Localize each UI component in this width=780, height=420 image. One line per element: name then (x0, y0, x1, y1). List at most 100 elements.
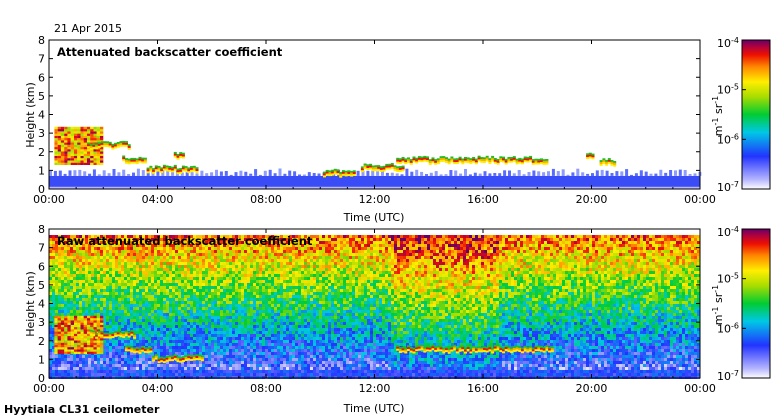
p2-noise-cell (274, 364, 277, 367)
p2-noise-cell (52, 367, 55, 370)
p2-noise-cell (52, 313, 55, 316)
p2-noise-cell (187, 280, 190, 283)
p2-noise-cell (184, 337, 187, 340)
p2-noise-cell (256, 247, 259, 250)
p2-noise-cell (223, 331, 226, 334)
p2-noise-cell (211, 244, 214, 247)
p2-noise-cell (142, 250, 145, 253)
p2-noise-cell (142, 319, 145, 322)
p2-noise-cell (220, 277, 223, 280)
p2-noise-cell (232, 238, 235, 241)
p2-noise-cell (88, 370, 91, 373)
p2-noise-cell (49, 304, 52, 307)
p2-noise-cell (199, 289, 202, 292)
p2-noise-cell (61, 265, 64, 268)
p2-noise-cell (283, 292, 286, 295)
p2-noise-cell (211, 274, 214, 277)
p2-noise-cell (187, 292, 190, 295)
p2-noise-cell (205, 343, 208, 346)
p2-noise-cell (73, 286, 76, 289)
p2-noise-cell (265, 244, 268, 247)
p1-low-cloud-cell (64, 129, 68, 132)
p2-noise-cell (133, 247, 136, 250)
p2-noise-cell (115, 337, 118, 340)
p2-noise-cell (100, 256, 103, 259)
p1-cloud-edge (382, 169, 386, 172)
p2-noise-cell (262, 286, 265, 289)
p2-noise-cell (88, 250, 91, 253)
p2-noise-cell (112, 247, 115, 250)
p1-xtick-label: 04:00 (142, 193, 174, 206)
p2-noise-cell (76, 313, 79, 316)
p2-noise-cell (73, 373, 76, 376)
p2-noise-cell (163, 334, 166, 337)
p2-noise-cell (298, 361, 301, 364)
p2-noise-cell (154, 283, 157, 286)
p2-noise-cell (202, 253, 205, 256)
p2-noise-cell (259, 265, 262, 268)
p2-noise-cell (136, 364, 139, 367)
p2-noise-cell (82, 355, 85, 358)
p2-noise-cell (289, 241, 292, 244)
p2-noise-cell (286, 331, 289, 334)
p2-noise-cell (193, 250, 196, 253)
p2-noise-cell (181, 241, 184, 244)
p1-cloud-edge (190, 166, 193, 169)
p2-noise-cell (127, 268, 130, 271)
p2-noise-cell (211, 349, 214, 352)
p2-noise-cell (67, 250, 70, 253)
p2-noise-cell (76, 274, 79, 277)
p2-noise-cell (163, 238, 166, 241)
p1-cloud-edge (160, 167, 164, 170)
p2-noise-cell (265, 274, 268, 277)
p2-noise-cell (229, 265, 232, 268)
p2-noise-cell (145, 268, 148, 271)
p2-noise-cell (91, 367, 94, 370)
p2-noise-cell (145, 235, 148, 238)
p1-cloud-edge (377, 165, 381, 168)
p1-cloud-edge (415, 161, 419, 164)
p2-noise-cell (250, 277, 253, 280)
p2-noise-cell (163, 268, 166, 271)
p2-noise-cell (49, 373, 52, 376)
p2-noise-cell (127, 265, 130, 268)
p2-noise-cell (175, 373, 178, 376)
p2-noise-cell (88, 307, 91, 310)
p1-cloud-edge (157, 165, 161, 169)
p2-noise-cell (289, 235, 292, 238)
p2-noise-cell (64, 268, 67, 271)
p2-noise-cell (115, 268, 118, 271)
p2-noise-cell (64, 292, 67, 295)
p2-noise-cell (175, 262, 178, 265)
p2-noise-cell (211, 316, 214, 319)
p2-noise-cell (55, 367, 58, 370)
p2-noise-cell (130, 271, 133, 274)
p2-noise-cell (166, 235, 169, 238)
p1-low-cloud-cell (77, 153, 81, 156)
p2-noise-cell (286, 259, 289, 262)
p2-noise-cell (151, 346, 154, 349)
p1-cloud-edge (87, 142, 90, 145)
p2-noise-cell (250, 337, 253, 340)
p2-noise-cell (214, 298, 217, 301)
p1-cloud-edge (480, 157, 484, 160)
p2-noise-cell (115, 364, 118, 367)
p2-noise-cell (76, 373, 79, 376)
p2-noise-cell (286, 319, 289, 322)
p2-noise-cell (211, 250, 214, 253)
p2-noise-cell (136, 238, 139, 241)
p2-noise-cell (217, 286, 220, 289)
p2-noise-cell (184, 334, 187, 337)
p2-noise-cell (271, 331, 274, 334)
p2-noise-cell (262, 256, 265, 259)
p2-noise-cell (286, 289, 289, 292)
p2-noise-cell (157, 253, 160, 256)
p2-noise-cell (100, 238, 103, 241)
p2-noise-cell (220, 361, 223, 364)
p2-noise-cell (286, 337, 289, 340)
p2-noise-cell (274, 334, 277, 337)
p2-noise-cell (160, 283, 163, 286)
p2-noise-cell (226, 343, 229, 346)
p2-noise-cell (133, 250, 136, 253)
p2-noise-cell (274, 304, 277, 307)
